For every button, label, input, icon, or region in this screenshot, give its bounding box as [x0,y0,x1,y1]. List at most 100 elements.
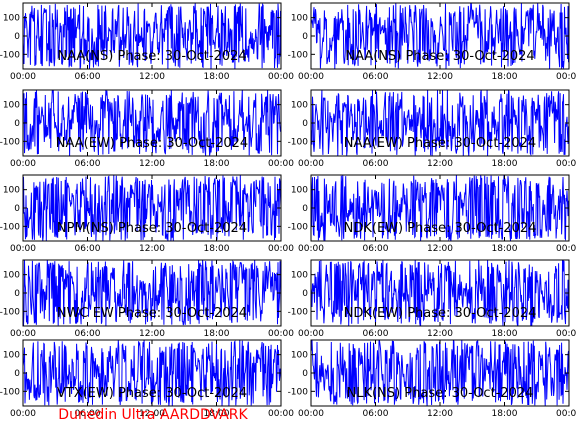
panel-title: NAA(EW) Phase: 30-Oct-2024 [56,136,248,151]
y-tick-label: 0 [302,204,308,214]
y-tick-label: 0 [302,369,308,379]
phase-panel: 100 0 -100 00:00 06:00 12:00 18:00 00:00 NPM(NS)… [0,174,294,254]
panel-title: NPM(NS) Phase: 30-Oct-2024 [57,221,247,236]
y-tick-label: 100 [3,186,20,196]
y-tick-label: 100 [291,14,308,24]
x-tick-label: 12:00 [139,329,165,339]
series-line [23,175,281,241]
panel-title: NDK(EW) Phase: 30-Oct-2024 [344,306,537,321]
x-tick-label: 00:00 [298,409,324,419]
phase-panel: 100 0 -100 00:00 06:00 12:00 18:00 00:00 NDK(EW)… [288,174,576,254]
y-tick-label: -100 [288,222,309,232]
x-tick-label: 18:00 [492,159,518,169]
x-tick-label: 00:00 [10,329,36,339]
x-tick-label: 00:00 [10,159,36,169]
series-line [23,3,281,69]
y-tick-label: 0 [14,369,20,379]
x-tick-label: 06:00 [363,329,389,339]
series-line [311,340,569,406]
x-tick-label: 00:00 [556,409,576,419]
series-line [23,340,281,406]
y-tick-label: 100 [291,101,308,111]
x-tick-label: 00:00 [556,329,576,339]
series-line [311,175,569,241]
y-tick-label: 0 [14,119,20,129]
y-tick-label: -100 [288,387,309,397]
x-tick-label: 18:00 [204,159,230,169]
x-tick-label: 00:00 [10,409,36,419]
x-tick-label: 06:00 [363,244,389,254]
series-line [311,90,569,156]
x-tick-label: 12:00 [139,159,165,169]
y-tick-label: -100 [0,387,20,397]
y-tick-label: 0 [302,119,308,129]
series-line [311,260,569,326]
panel-title: NLK(NS) Phase: 30-Oct-2024 [347,386,534,401]
panel-title: NAA(NS) Phase: 30-Oct-2024 [57,49,246,64]
y-tick-label: -100 [288,50,309,60]
phase-panel: 100 0 -100 00:00 06:00 12:00 18:00 00:00 NAA(NS)… [0,2,294,82]
phase-panel: 100 0 -100 00:00 06:00 12:00 18:00 00:00 NWC EW … [0,259,294,339]
phase-panel: 100 0 -100 00:00 06:00 12:00 18:00 00:00 VTX(EW)… [0,339,294,419]
y-tick-label: 0 [302,32,308,42]
x-tick-label: 12:00 [139,409,165,419]
x-tick-label: 00:00 [556,159,576,169]
y-tick-label: 100 [3,14,20,24]
x-tick-label: 00:00 [10,244,36,254]
y-tick-label: 100 [3,271,20,281]
phase-panel: 100 0 -100 00:00 06:00 12:00 18:00 00:00 NAA(EW)… [288,89,576,169]
x-tick-label: 18:00 [204,244,230,254]
x-tick-label: 00:00 [268,159,294,169]
x-tick-label: 00:00 [556,72,576,82]
y-tick-label: -100 [0,50,20,60]
x-tick-label: 18:00 [492,72,518,82]
series-line [23,90,281,156]
y-tick-label: 100 [291,186,308,196]
x-tick-label: 06:00 [363,159,389,169]
x-tick-label: 00:00 [268,409,294,419]
x-tick-label: 18:00 [492,409,518,419]
panel-title: NDK(EW) Phase: 30-Oct-2024 [344,221,537,236]
x-tick-label: 12:00 [427,72,453,82]
x-tick-label: 06:00 [75,329,101,339]
x-tick-label: 18:00 [204,72,230,82]
series-line [23,260,281,326]
x-tick-label: 12:00 [139,244,165,254]
y-tick-label: 100 [291,271,308,281]
x-tick-label: 06:00 [75,244,101,254]
x-tick-label: 00:00 [556,244,576,254]
y-tick-label: 100 [291,351,308,361]
x-tick-label: 12:00 [427,409,453,419]
x-tick-label: 12:00 [427,244,453,254]
phase-panel: 100 0 -100 00:00 06:00 12:00 18:00 00:00 NAA(EW)… [0,89,294,169]
x-tick-label: 06:00 [75,409,101,419]
x-tick-label: 18:00 [204,409,230,419]
x-tick-label: 06:00 [75,159,101,169]
y-tick-label: -100 [288,137,309,147]
x-tick-label: 00:00 [268,72,294,82]
panel-title: NAA(NS) Phase: 30-Oct-2024 [345,49,534,64]
series-line [311,3,569,69]
x-tick-label: 00:00 [10,72,36,82]
y-tick-label: -100 [0,137,20,147]
footer-label: Dunedin Ultra AARDDVARK [58,407,248,423]
x-tick-label: 06:00 [363,72,389,82]
x-tick-label: 18:00 [492,329,518,339]
x-tick-label: 06:00 [363,409,389,419]
x-tick-label: 06:00 [75,72,101,82]
panel-title: NAA(EW) Phase: 30-Oct-2024 [344,136,536,151]
phase-panel: 100 0 -100 00:00 06:00 12:00 18:00 00:00 NAA(NS)… [288,2,576,82]
y-tick-label: 100 [3,351,20,361]
x-tick-label: 00:00 [298,159,324,169]
y-tick-label: -100 [288,307,309,317]
x-tick-label: 00:00 [298,244,324,254]
x-tick-label: 12:00 [427,329,453,339]
y-tick-label: 0 [14,204,20,214]
y-tick-label: 100 [3,101,20,111]
x-tick-label: 00:00 [268,329,294,339]
y-tick-label: 0 [14,32,20,42]
x-tick-label: 00:00 [298,329,324,339]
x-tick-label: 12:00 [427,159,453,169]
panel-title: NWC EW Phase: 30-Oct-2024 [57,306,247,321]
